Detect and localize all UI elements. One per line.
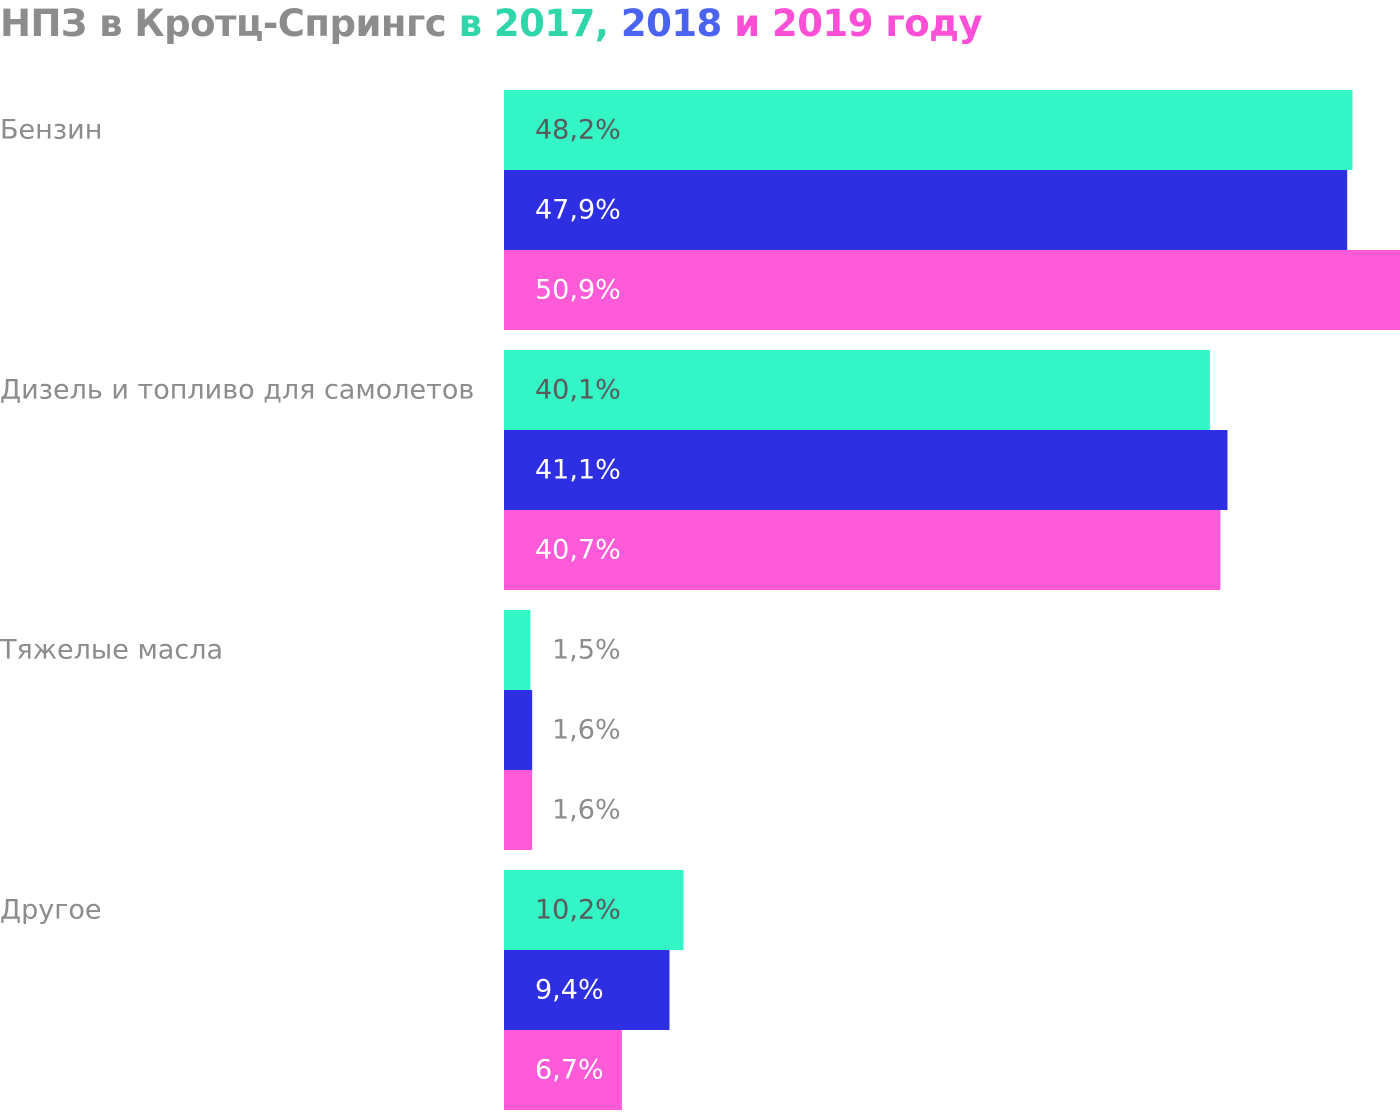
category-label: Другое	[0, 895, 102, 926]
value-label: 9,4%	[535, 975, 604, 1006]
value-label: 10,2%	[535, 895, 621, 926]
value-label: 41,1%	[535, 455, 621, 486]
value-label: 40,1%	[535, 375, 621, 406]
value-label: 40,7%	[535, 535, 621, 566]
value-label: 47,9%	[535, 195, 621, 226]
category-label: Тяжелые масла	[0, 635, 223, 666]
category-label: Бензин	[0, 115, 102, 146]
bar-2017	[504, 610, 531, 690]
bar-2018	[504, 950, 670, 1030]
bar-2017	[504, 870, 684, 950]
value-label: 1,6%	[552, 795, 621, 826]
chart-title-part-0: НПЗ в Кротц-Спрингс	[0, 2, 459, 45]
chart-title-part-3: и 2019 году	[721, 2, 983, 45]
bar-2017	[504, 90, 1353, 170]
value-label: 1,5%	[552, 635, 621, 666]
bar-2018	[504, 430, 1228, 510]
value-label: 50,9%	[535, 275, 621, 306]
value-label: 1,6%	[552, 715, 621, 746]
value-label: 48,2%	[535, 115, 621, 146]
value-label: 6,7%	[535, 1055, 604, 1086]
chart-title: НПЗ в Кротц-Спрингс в 2017, 2018 и 2019 …	[0, 2, 983, 50]
bar-2019	[504, 1030, 622, 1110]
bar-2018	[504, 690, 533, 770]
bar-2019	[504, 770, 533, 850]
chart-title-part-1: в 2017,	[458, 2, 621, 45]
chart-title-part-2: 2018	[620, 2, 722, 45]
bar-2017	[504, 350, 1210, 430]
category-label: Дизель и топливо для самолетов	[0, 375, 474, 406]
bar-2019	[504, 510, 1221, 590]
bar-2019	[504, 250, 1400, 330]
bar-2018	[504, 170, 1348, 250]
